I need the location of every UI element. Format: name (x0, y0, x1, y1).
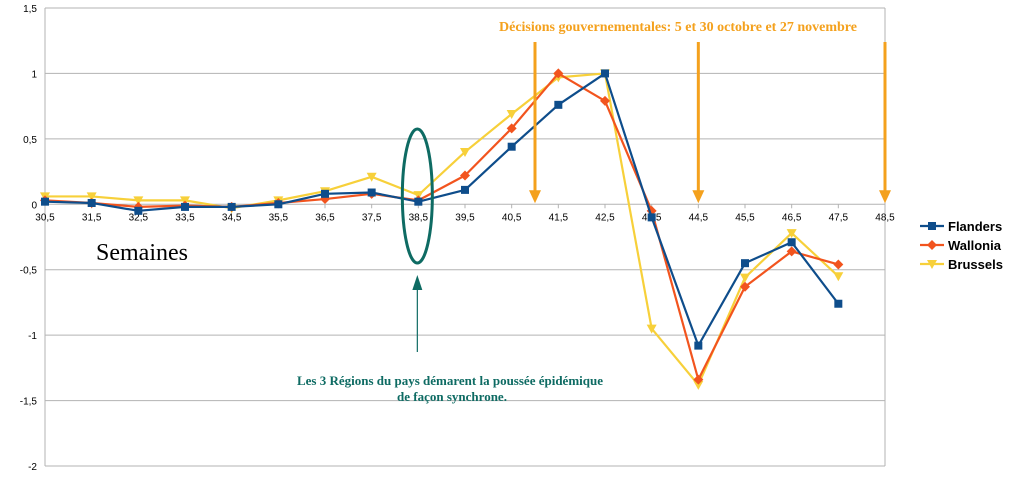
highlight-ellipse (400, 127, 434, 265)
x-tick-label: 42,5 (595, 212, 615, 223)
data-point (133, 196, 144, 206)
data-point (786, 246, 797, 257)
data-point (928, 222, 936, 230)
x-tick-label: 36,5 (315, 212, 335, 223)
regions-annotation-line2: de façon synchrone. (397, 389, 507, 404)
regions-arrow-head (412, 275, 423, 290)
legend-item-flanders: Flanders (920, 219, 1002, 234)
regions-annotation-line1: Les 3 Régions du pays démarent la poussé… (297, 373, 603, 388)
series-group (40, 68, 844, 390)
x-tick-label: 32,5 (129, 212, 149, 223)
x-axis-label: Semaines (96, 240, 188, 266)
series-line (45, 72, 840, 386)
x-tick-label: 34,5 (222, 212, 242, 223)
y-tick-label: 1 (31, 69, 37, 80)
x-tick-label: 30,5 (35, 212, 55, 223)
data-point (600, 95, 610, 106)
data-point (507, 142, 516, 151)
x-tick-label: 47,5 (829, 212, 849, 223)
data-point (87, 198, 96, 207)
data-point (367, 188, 376, 197)
y-tick-label: -1,5 (20, 397, 38, 408)
data-point (274, 200, 283, 209)
x-tick-label: 33,5 (175, 212, 195, 223)
y-axis-ticks: -2 -1,5 -1 -0,5 0 0,5 1 1,5 (20, 4, 38, 473)
data-point (741, 259, 749, 268)
legend: Flanders Wallonia Brussels (920, 219, 1003, 272)
y-tick-label: 0,5 (23, 135, 37, 146)
data-point (553, 68, 564, 79)
x-tick-label: 40,5 (502, 212, 522, 223)
x-tick-label: 45,5 (735, 212, 755, 223)
decision-arrow-head (692, 190, 705, 204)
data-point (833, 259, 844, 270)
x-axis-ticks: 30,5 31,5 32,5 33,5 34,5 35,5 36,5 37,5 38,5 39,5… (35, 204, 895, 223)
data-point (740, 281, 750, 292)
legend-item-brussels: Brussels (920, 257, 1003, 272)
data-point (86, 192, 97, 202)
x-tick-label: 46,5 (782, 212, 802, 223)
data-point (927, 240, 937, 250)
x-tick-label: 35,5 (269, 212, 289, 223)
data-point (927, 260, 937, 269)
legend-label: Flanders (948, 219, 1002, 234)
series-brussels (40, 69, 844, 390)
data-point (601, 69, 609, 78)
data-point (646, 324, 657, 334)
x-tick-label: 44,5 (689, 212, 709, 223)
legend-label: Brussels (948, 257, 1003, 272)
annotations: Décisions gouvernementales: 5 et 30 octo… (96, 20, 891, 404)
data-point (461, 185, 469, 194)
x-tick-label: 31,5 (82, 212, 102, 223)
data-point (414, 197, 423, 206)
y-tick-label: -1 (28, 331, 37, 342)
series-line (44, 72, 840, 347)
legend-item-wallonia: Wallonia (920, 238, 1002, 253)
decision-arrow-head (879, 190, 891, 204)
x-tick-label: 41,5 (549, 212, 569, 223)
data-point (833, 272, 844, 282)
legend-label: Wallonia (948, 238, 1002, 253)
data-point (321, 189, 329, 198)
data-point (693, 374, 704, 385)
decisions-annotation: Décisions gouvernementales: 5 et 30 octo… (499, 20, 857, 35)
series-flanders (41, 69, 843, 350)
y-tick-label: 0 (31, 200, 37, 211)
data-point (787, 238, 796, 247)
x-tick-label: 39,5 (455, 212, 475, 223)
data-point (554, 100, 563, 109)
data-point (740, 273, 750, 283)
y-tick-label: 1,5 (23, 4, 37, 15)
x-tick-label: 48,5 (875, 212, 895, 223)
y-tick-label: -0,5 (20, 266, 38, 277)
data-point (834, 299, 843, 308)
data-point (227, 202, 236, 211)
data-point (647, 213, 656, 222)
data-point (693, 380, 704, 390)
data-point (694, 341, 703, 350)
x-tick-label: 37,5 (362, 212, 382, 223)
series-wallonia (40, 68, 844, 385)
data-point (41, 197, 49, 206)
data-point (460, 170, 470, 181)
data-point (506, 109, 517, 119)
series-line (44, 72, 839, 381)
data-point (460, 147, 470, 157)
decision-arrow-head (529, 190, 541, 204)
data-point (181, 202, 189, 211)
data-point (366, 172, 377, 182)
data-point (506, 123, 517, 134)
data-point (134, 206, 143, 215)
y-tick-label: -2 (28, 462, 37, 473)
data-point (786, 229, 797, 239)
x-tick-label: 38,5 (409, 212, 429, 223)
